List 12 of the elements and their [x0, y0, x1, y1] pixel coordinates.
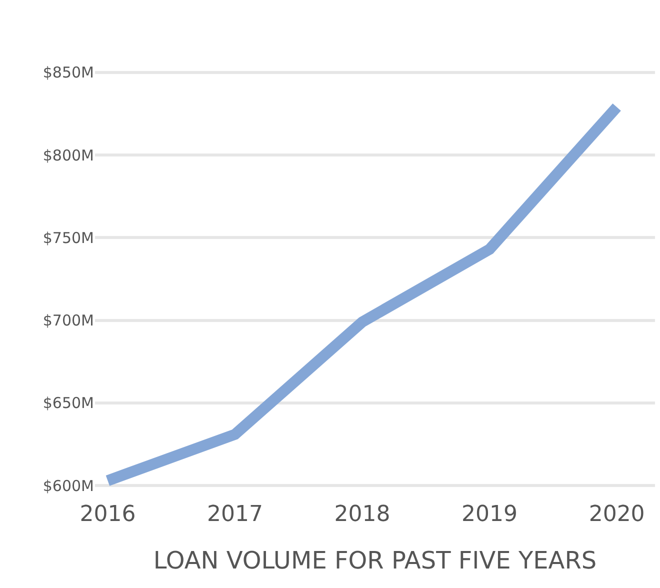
x-tick-label: 2020 — [588, 502, 645, 527]
y-tick-label: $650M — [42, 394, 94, 412]
y-tick-label: $800M — [42, 146, 94, 164]
x-tick-label: 2016 — [80, 502, 136, 527]
x-tick-label: 2019 — [462, 502, 518, 527]
x-axis-title: LOAN VOLUME FOR PAST FIVE YEARS — [153, 546, 597, 574]
x-tick-label: 2018 — [334, 502, 390, 527]
y-tick-label: $750M — [42, 228, 94, 247]
x-tick-label: 2017 — [207, 502, 263, 527]
y-tick-label: $850M — [42, 64, 94, 82]
y-tick-label: $700M — [42, 312, 94, 330]
y-tick-label: $600M — [42, 476, 94, 495]
